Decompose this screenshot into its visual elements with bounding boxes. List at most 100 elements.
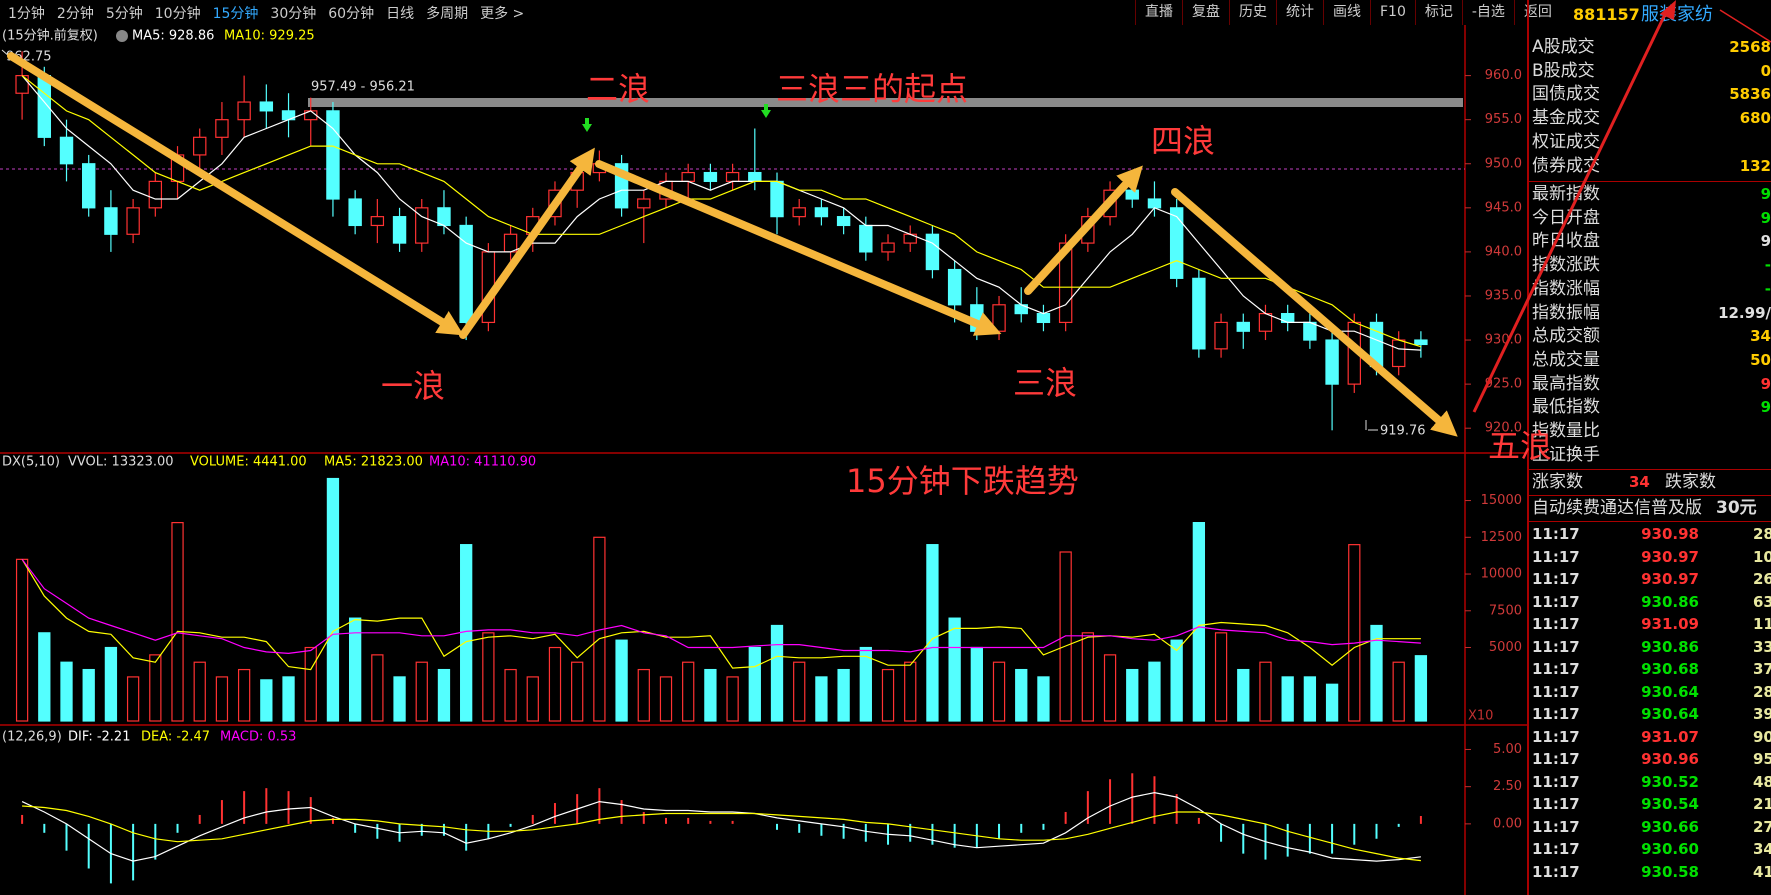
volume-bar <box>637 668 650 722</box>
candle-body <box>881 242 895 253</box>
volume-bar <box>904 661 917 722</box>
candle-body <box>193 136 207 156</box>
period-tab[interactable]: 60分钟 <box>328 5 375 22</box>
period-tab[interactable]: 更多 > <box>480 5 525 22</box>
ad-row: 自动续费通达信普及版 30元 <box>1529 497 1771 520</box>
trade-volume: 10 <box>1753 547 1771 566</box>
tool-button[interactable]: 画线 <box>1323 0 1370 25</box>
trade-row: 11:17 930.86 63 <box>1529 591 1771 614</box>
period-tab[interactable]: 多周期 <box>426 5 469 22</box>
candle-body <box>215 119 229 138</box>
stat-label: 国债成交 <box>1532 84 1600 105</box>
trade-time: 11:17 <box>1532 840 1580 858</box>
index-value: 9 <box>1760 374 1771 393</box>
candle-body <box>415 207 429 244</box>
volume-bar <box>371 654 384 722</box>
trade-price: 931.09 <box>1641 615 1699 633</box>
trade-time: 11:17 <box>1532 817 1580 836</box>
y-tick-label: 945.0 <box>1485 200 1522 215</box>
index-label: 今日开盘 <box>1532 207 1600 228</box>
trade-price: 930.86 <box>1641 637 1699 656</box>
index-value: - <box>1764 279 1771 298</box>
y-tick-label: 950.0 <box>1485 156 1522 171</box>
y-tick-label: 930.0 <box>1485 333 1522 348</box>
trade-price: 930.86 <box>1641 592 1699 611</box>
index-row: 指数涨幅 - <box>1529 278 1771 301</box>
tool-button[interactable]: 直播 <box>1135 0 1182 25</box>
period-tab[interactable]: 10分钟 <box>154 5 201 22</box>
trade-row: 11:17 930.86 33 <box>1529 636 1771 659</box>
stat-label: 权证成交 <box>1532 131 1600 152</box>
volume-bar <box>304 646 317 722</box>
annotation: 三浪三的起点 <box>776 70 968 108</box>
period-tab[interactable]: 5分钟 <box>105 5 143 22</box>
period-tab[interactable]: 30分钟 <box>270 5 317 22</box>
period-tab[interactable]: 日线 <box>386 5 415 22</box>
y-tick-label: 935.0 <box>1485 288 1522 303</box>
tool-button[interactable]: 历史 <box>1229 0 1276 25</box>
annotation: 15分钟下跌趋势 <box>846 462 1079 500</box>
trade-time: 11:17 <box>1532 727 1580 746</box>
trade-time: 11:17 <box>1532 795 1580 813</box>
trade-volume: 33 <box>1753 637 1771 656</box>
candle-body <box>681 171 695 182</box>
volume-bar <box>60 661 73 722</box>
period-tab[interactable]: 1分钟 <box>8 5 45 22</box>
period-tab[interactable]: 2分钟 <box>56 5 94 22</box>
tool-button[interactable]: 标记 <box>1414 0 1462 25</box>
index-row: 指数量比 <box>1529 420 1771 443</box>
index-code: 881157 <box>1573 5 1640 24</box>
volume-bar <box>237 668 251 722</box>
tool-button[interactable]: F10 <box>1370 0 1415 25</box>
index-value: 9 <box>1760 185 1771 203</box>
trade-price: 930.68 <box>1641 660 1699 678</box>
volume-bar <box>682 661 695 722</box>
index-label: 最高指数 <box>1532 373 1600 394</box>
trade-time: 11:17 <box>1532 637 1580 656</box>
indicator-line <box>21 791 1421 862</box>
volume-bar <box>1214 632 1228 722</box>
volume-bar <box>326 477 340 722</box>
candle-body <box>814 207 829 218</box>
y-tick-label: 955.0 <box>1485 112 1522 127</box>
volume-bar <box>548 646 562 722</box>
volume-bar <box>460 544 473 722</box>
tool-button[interactable]: 统计 <box>1276 0 1323 25</box>
volume-bar <box>149 654 162 722</box>
trade-row: 11:17 930.97 10 <box>1529 546 1771 569</box>
candle-body <box>1125 189 1139 200</box>
dea-legend: DEA: -2.47 <box>141 730 210 745</box>
macd-header: (12,26,9) <box>2 730 62 745</box>
period-tab[interactable]: 15分钟 <box>212 5 259 22</box>
trade-row: 11:17 930.54 21 <box>1529 793 1771 816</box>
y-tick-label: 920.0 <box>1485 421 1522 436</box>
trade-volume: 63 <box>1753 592 1771 611</box>
volume-bar <box>348 617 362 722</box>
index-label: 上证换手 <box>1532 444 1600 465</box>
candle-body <box>1058 242 1073 324</box>
index-label: 指数涨跌 <box>1532 255 1600 276</box>
y-tick-label: 15000 <box>1481 493 1522 508</box>
index-value: - <box>1764 256 1771 275</box>
volume-bar <box>1281 676 1294 722</box>
tool-button[interactable]: -自选 <box>1461 0 1514 25</box>
separator <box>1529 495 1771 496</box>
vol-ma10-legend: MA10: 41110.90 <box>429 455 536 470</box>
candle-body <box>148 180 163 209</box>
volume-bar <box>171 522 184 722</box>
trade-volume: 26 <box>1753 570 1771 588</box>
trade-volume: 90 <box>1753 727 1771 746</box>
stat-row: 基金成交 680 <box>1529 107 1771 130</box>
volume-bar <box>15 558 29 722</box>
trade-time: 11:17 <box>1532 772 1580 791</box>
annotation: 一浪 <box>381 367 445 405</box>
volume-bar <box>1303 676 1317 722</box>
tool-button[interactable]: 复盘 <box>1182 0 1229 25</box>
trade-row: 11:17 930.58 41 <box>1529 861 1771 884</box>
index-label: 最新指数 <box>1532 184 1600 204</box>
index-value: 9 <box>1760 208 1771 227</box>
settings-icon[interactable] <box>116 30 128 42</box>
dif-legend: DIF: -2.21 <box>68 730 130 745</box>
volume-bar <box>1037 676 1050 722</box>
